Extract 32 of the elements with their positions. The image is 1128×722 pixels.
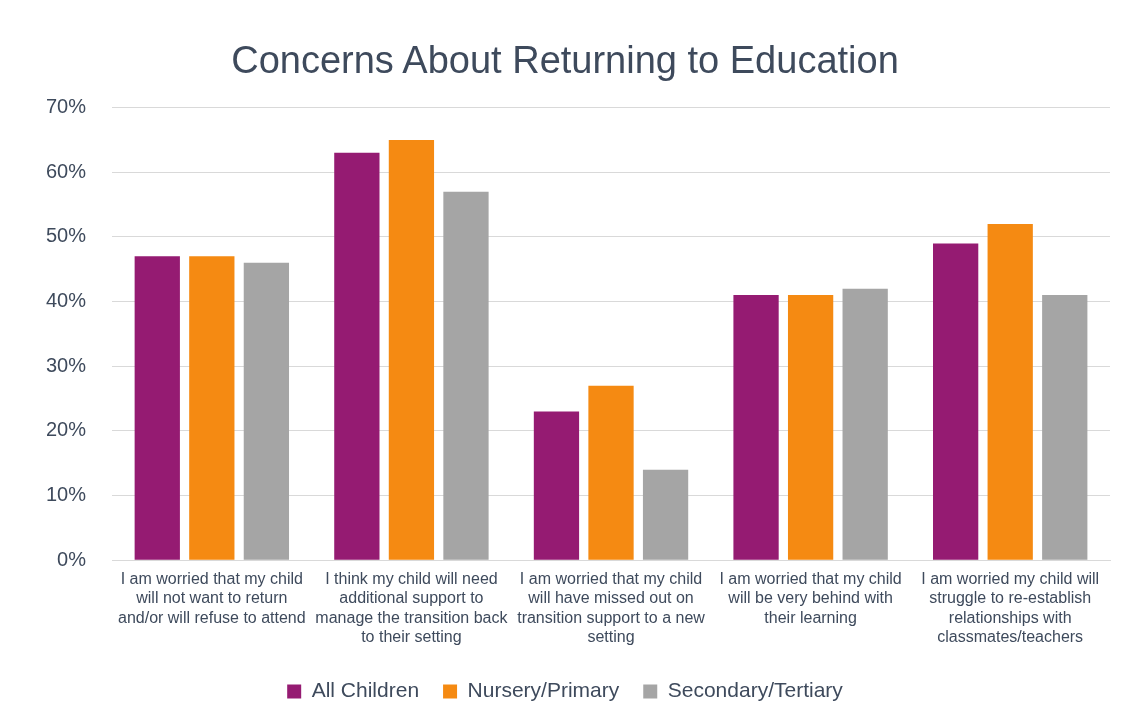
x-tick-label: I think my child will need additional support to manage the transition back to their setting — [315, 570, 509, 645]
bar — [933, 243, 979, 560]
legend-label: Nursery/Primary — [467, 678, 620, 702]
y-tick-label: 30% — [46, 353, 87, 376]
bar — [334, 152, 380, 560]
bar — [533, 411, 580, 560]
bar — [134, 256, 180, 560]
bar — [842, 288, 888, 560]
bar — [588, 385, 634, 560]
bar — [189, 256, 235, 560]
bar — [388, 139, 435, 560]
y-tick-label: 0% — [57, 547, 87, 570]
y-tick-label: 60% — [46, 159, 87, 182]
x-tick-label: I am worried that my child will be very behind with their learning — [719, 570, 902, 626]
y-tick-label: 20% — [46, 418, 87, 441]
y-tick-label: 50% — [46, 224, 87, 247]
bar — [1042, 295, 1088, 560]
x-tick-label: I am worried that my child will not want to return and/or will refuse to attend — [117, 570, 306, 626]
x-tick-label: I am worried that my child will have missed out on transition support to a new setting — [517, 570, 706, 645]
bar — [642, 469, 689, 560]
bar — [243, 262, 290, 560]
legend-label: Secondary/Tertiary — [667, 678, 844, 702]
chart-title: Concerns About Returning to Education — [231, 39, 899, 82]
legend-label: All Children — [311, 678, 420, 702]
bar — [443, 191, 489, 560]
y-tick-label: 40% — [46, 289, 87, 312]
y-tick-label: 10% — [46, 483, 87, 506]
x-tick-label: I am worried my child will struggle to re-establish relationships with classmates/teachers — [921, 570, 1100, 645]
bar — [987, 223, 1033, 560]
bar — [733, 295, 779, 560]
y-tick-label: 70% — [46, 95, 87, 118]
bar — [787, 295, 834, 560]
